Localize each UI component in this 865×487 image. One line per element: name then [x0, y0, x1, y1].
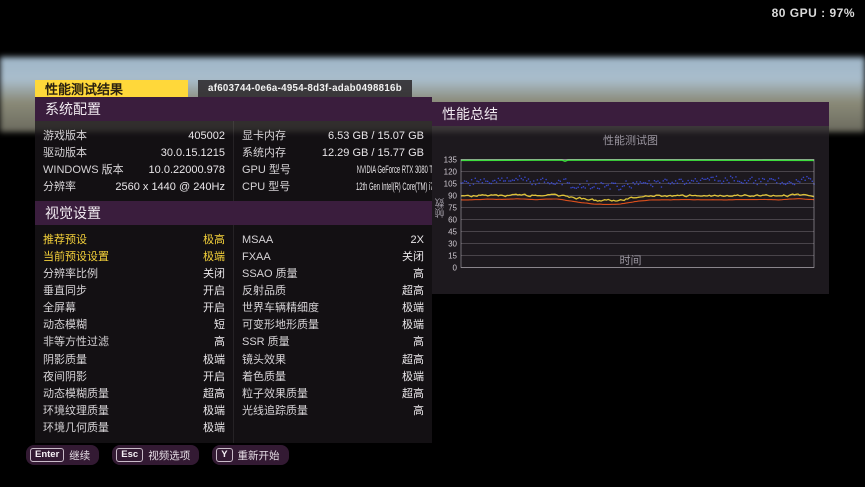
svg-text:45: 45	[448, 228, 457, 237]
svg-text:60: 60	[448, 216, 457, 225]
svg-text:90: 90	[448, 192, 457, 201]
svg-text:135: 135	[444, 156, 458, 165]
svg-text:75: 75	[448, 204, 457, 213]
svg-text:120: 120	[444, 168, 458, 177]
svg-text:30: 30	[448, 240, 457, 249]
svg-text:105: 105	[444, 180, 458, 189]
svg-text:0: 0	[453, 264, 458, 273]
svg-text:15: 15	[448, 252, 457, 261]
